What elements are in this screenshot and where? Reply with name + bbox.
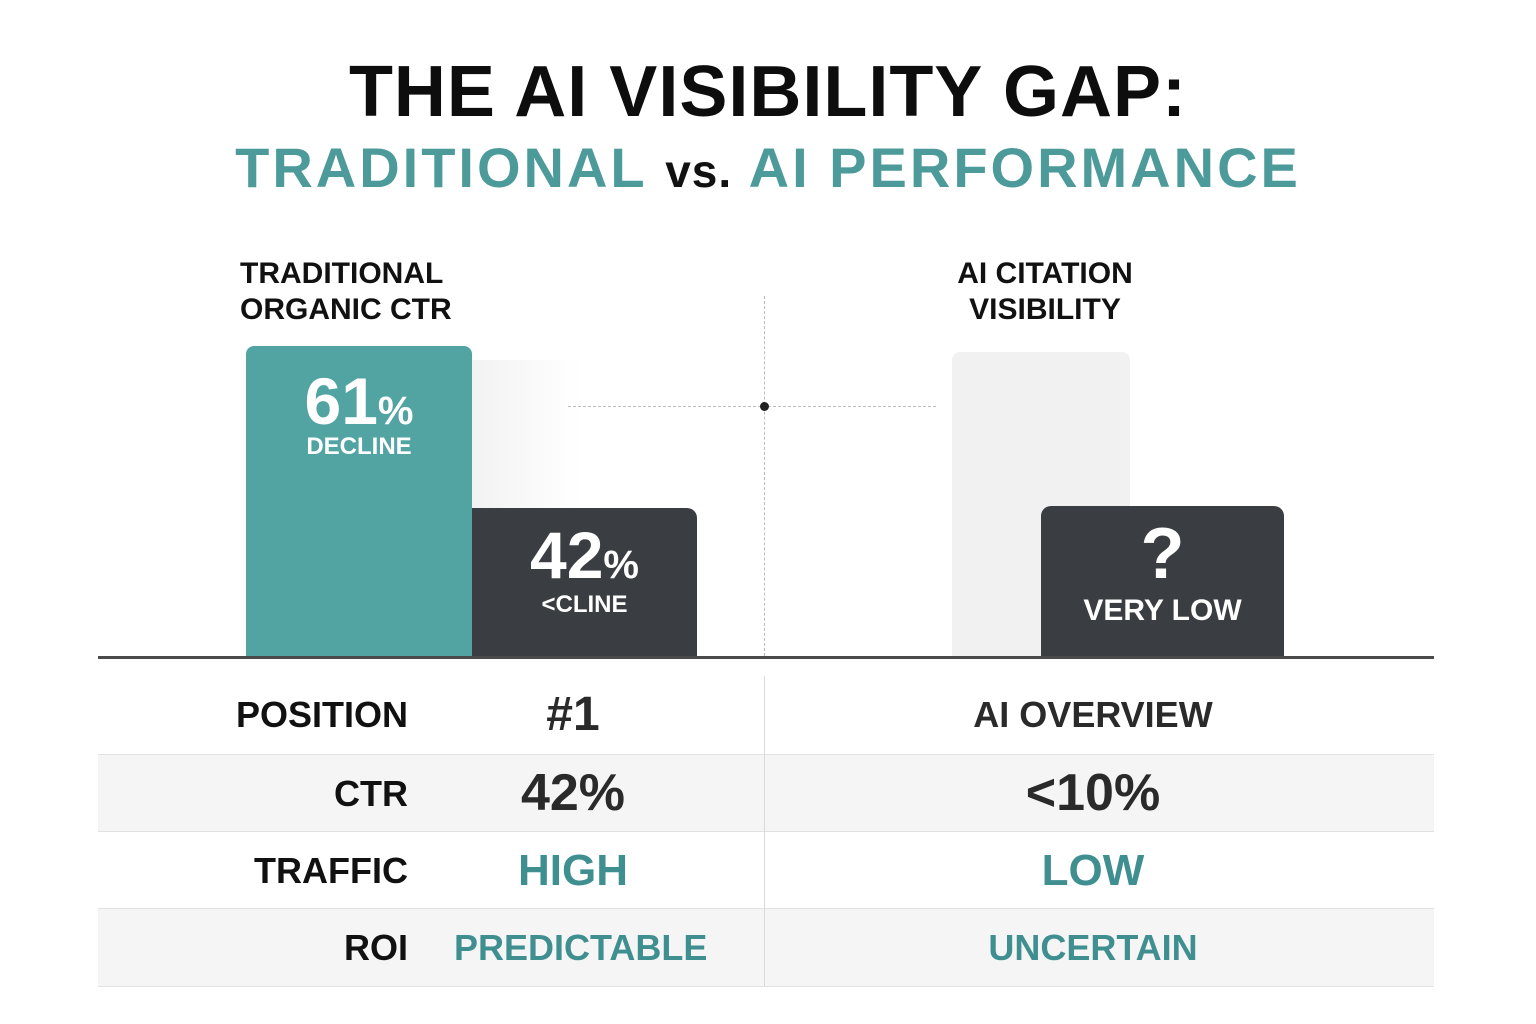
row-ctr-left: 42% <box>520 764 626 822</box>
bar-label-decline: DECLINE <box>306 433 412 460</box>
table-divider <box>764 676 765 986</box>
row-position-right: AI OVERVIEW <box>973 694 1213 735</box>
bar-value-question: ? <box>1140 514 1185 594</box>
bar-ai-very-low <box>1041 506 1284 658</box>
row-roi-right: UNCERTAIN <box>988 927 1198 968</box>
table-row: ROI PREDICTABLE UNCERTAIN <box>98 908 1434 987</box>
bar-value-61: 61% <box>246 366 472 446</box>
center-crosshair-line <box>568 406 936 407</box>
page-subtitle: TRADITIONAL vs. AI PERFORMANCE <box>0 136 1536 203</box>
row-traffic-left: HIGH <box>518 846 628 895</box>
bar-traditional-decline-42 <box>472 508 697 658</box>
chart-baseline <box>98 656 1434 659</box>
subtitle-vs: vs. <box>665 145 733 197</box>
row-roi-left: PREDICTABLE <box>454 927 708 968</box>
right-panel-title: AI CITATION VISIBILITY <box>957 257 1133 326</box>
row-label-position: POSITION <box>235 694 408 735</box>
row-label-traffic: TRAFFIC <box>254 850 408 891</box>
bar-value-42-number: 42 <box>530 518 604 592</box>
page-title: THE AI VISIBILITY GAP: <box>348 52 1188 132</box>
center-divider <box>764 296 765 656</box>
bar-traditional-decline-61 <box>246 346 472 658</box>
center-dot <box>760 402 769 411</box>
table-row: TRAFFIC HIGH LOW <box>98 831 1434 909</box>
subtitle-traditional: TRADITIONAL <box>235 136 647 199</box>
bar-label-cline: <CLINE <box>541 591 628 618</box>
bar-label-very-low: VERY LOW <box>1083 594 1242 627</box>
row-traffic-right: LOW <box>1041 846 1145 895</box>
row-label-ctr: CTR <box>334 773 408 814</box>
bar-value-42: 42% <box>472 520 697 600</box>
subtitle-ai-performance: AI PERFORMANCE <box>748 136 1301 199</box>
row-ctr-right: <10% <box>1025 764 1161 822</box>
bar-value-61-unit: % <box>377 389 414 433</box>
row-position-left: #1 <box>546 688 600 741</box>
bar-value-42-unit: % <box>603 543 639 587</box>
table-row: POSITION #1 AI OVERVIEW <box>98 676 1434 753</box>
row-label-roi: ROI <box>343 927 408 968</box>
table-row: CTR 42% <10% <box>98 754 1434 832</box>
bar-value-61-number: 61 <box>304 364 378 438</box>
left-panel-title: TRADITIONAL ORGANIC CTR <box>240 257 452 326</box>
bar-shadow <box>472 360 582 510</box>
